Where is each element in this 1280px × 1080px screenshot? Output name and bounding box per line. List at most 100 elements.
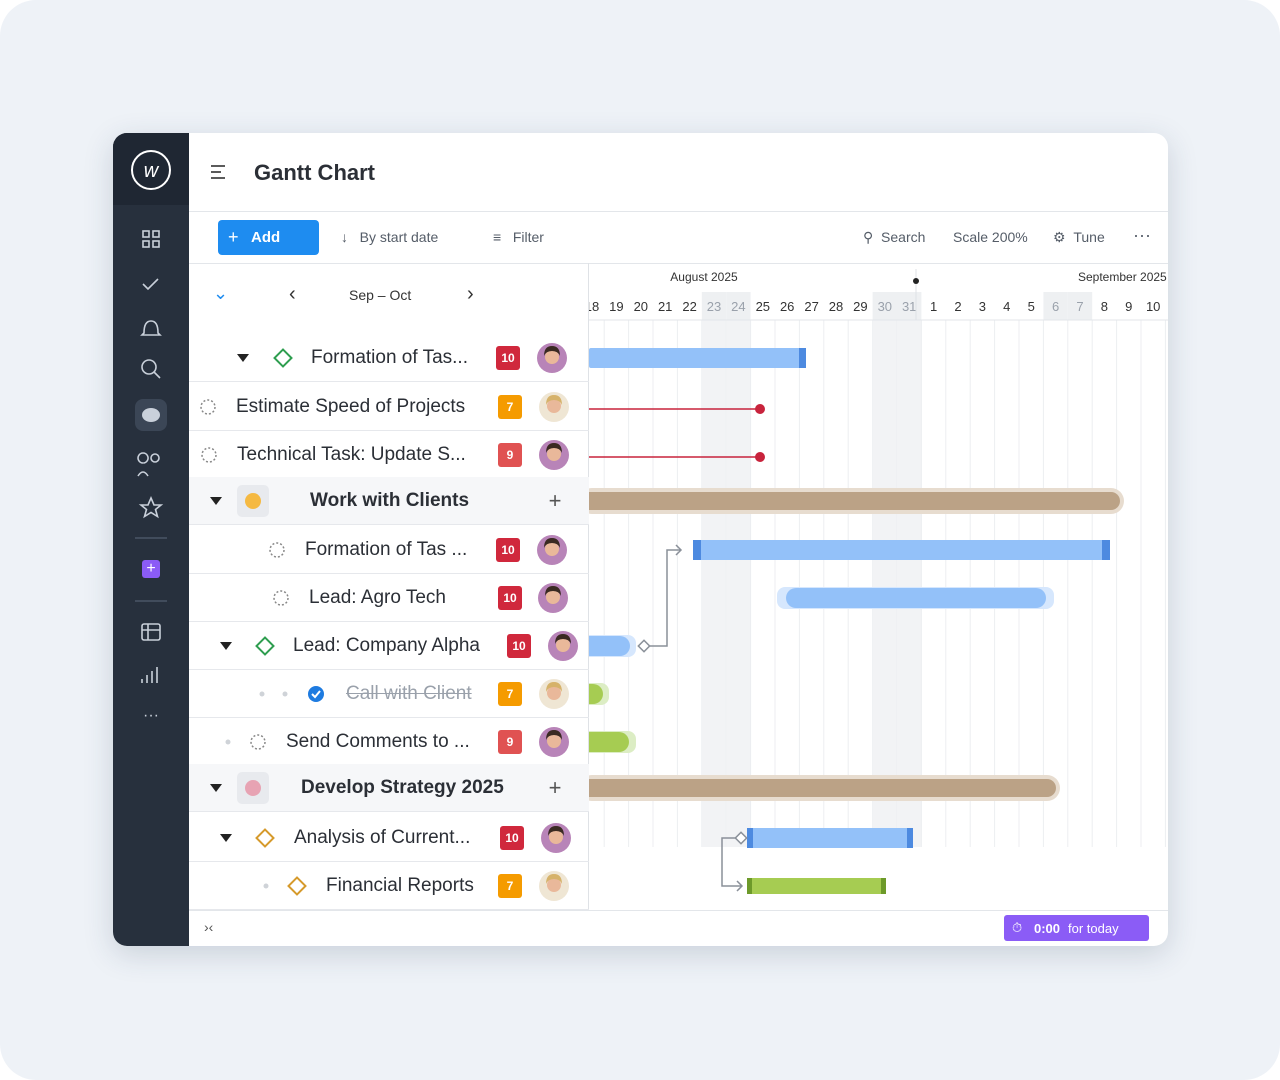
prev-button[interactable]: ‹ [289, 283, 296, 305]
avatar-face [556, 638, 570, 652]
day-label: 22 [682, 299, 696, 314]
task-bar [786, 588, 1046, 608]
avatar-face [549, 830, 563, 844]
search-button[interactable]: ⚲ Search [863, 229, 926, 245]
weekend-column [701, 320, 727, 847]
day-label: 26 [780, 299, 794, 314]
row-icons [273, 583, 568, 613]
dependency [650, 544, 683, 647]
group-icon [245, 780, 261, 796]
check [311, 690, 321, 699]
row-icons [220, 631, 578, 661]
task-bar [589, 636, 630, 656]
task-row[interactable]: + Work with Clients [189, 477, 589, 525]
bar-handle [747, 828, 753, 848]
task-bar [747, 878, 886, 894]
count-badge: 7 [498, 682, 522, 706]
day-label: 31 [902, 299, 916, 314]
row-icons [220, 823, 571, 853]
add-icon: + [549, 775, 562, 800]
task-row[interactable]: Send Comments to ... 9 [189, 718, 589, 766]
task-row[interactable]: Formation of Tas... 10 [189, 334, 589, 382]
milestone [734, 831, 748, 845]
day-label: 7 [1076, 299, 1083, 314]
timer-time: 0:00 [1034, 921, 1061, 936]
day-label: 6 [1052, 299, 1059, 314]
next-button[interactable]: › [467, 283, 474, 305]
avatar-face [545, 350, 559, 364]
row-icons [201, 440, 569, 470]
day-label: 2 [954, 299, 961, 314]
status-icon [273, 590, 289, 606]
task-row[interactable]: Call with Client 7 [189, 670, 589, 718]
weekend-column [726, 320, 751, 847]
weekend-header [1067, 292, 1093, 320]
month-label: August 2025 [670, 270, 738, 284]
avatar-hair [544, 538, 560, 548]
day-label: 4 [1003, 299, 1010, 314]
indent-dot [259, 691, 265, 697]
task-row[interactable]: + Develop Strategy 2025 [189, 764, 589, 812]
row-icons: + [210, 772, 562, 804]
task-name: Analysis of Current... [294, 827, 471, 848]
row-icons [263, 871, 569, 901]
menu-icon[interactable] [207, 161, 229, 183]
timer[interactable]: ⏱ 0:00 for today [1004, 915, 1149, 941]
weekend-header [701, 292, 727, 320]
weekend-header [1043, 292, 1068, 320]
row-icons [269, 535, 567, 565]
task-row[interactable]: Analysis of Current... 10 [189, 814, 589, 862]
sidebar-icons: w + ··· [113, 133, 189, 724]
task-row[interactable]: Technical Task: Update S... 9 [189, 431, 589, 479]
more-button[interactable]: ··· [1133, 225, 1151, 245]
count-badge: 10 [496, 346, 520, 370]
day-label: 9 [1125, 299, 1132, 314]
avatar-hair [546, 730, 562, 740]
group-bar [589, 492, 1120, 510]
bar-handle [907, 828, 913, 848]
weekend-column [872, 320, 897, 847]
row-icons [200, 392, 569, 422]
task-row[interactable]: Financial Reports 7 [189, 862, 589, 910]
divider [189, 211, 1168, 212]
count-badge: 10 [498, 586, 522, 610]
count-badge: 9 [498, 730, 522, 754]
sidebar: w + ··· [113, 133, 189, 946]
indent-dot [225, 739, 231, 745]
avatar-face [545, 542, 559, 556]
day-label: 10 [1146, 299, 1160, 314]
deadline-dot [755, 452, 765, 462]
task-name: Estimate Speed of Projects [236, 396, 466, 417]
today-marker [913, 278, 919, 284]
task-name: Formation of Tas... [311, 347, 468, 368]
day-label: 21 [658, 299, 672, 314]
collapse-all[interactable]: ⌄ [213, 283, 229, 303]
task-name: Work with Clients [310, 490, 470, 511]
task-row[interactable]: Lead: Company Alpha 10 [189, 622, 589, 670]
divider [189, 263, 1168, 264]
collapse-panel[interactable]: ›‹ [204, 919, 214, 935]
task-row[interactable]: Formation of Tas ... 10 [189, 526, 589, 574]
deadline-dot [755, 404, 765, 414]
day-label: 20 [634, 299, 648, 314]
sort-button[interactable]: ↓ By start date [341, 229, 439, 245]
task-row[interactable]: Lead: Agro Tech 10 [189, 574, 589, 622]
scale-button[interactable]: Scale 200% [953, 229, 1028, 245]
tune-button[interactable]: ⚙ Tune [1053, 229, 1105, 245]
status-icon [255, 828, 275, 848]
avatar-hair [546, 682, 562, 692]
count-badge: 9 [498, 443, 522, 467]
task-row[interactable]: Estimate Speed of Projects 7 [189, 383, 589, 431]
svg-text:w: w [144, 160, 160, 182]
status-icon [273, 348, 293, 368]
avatar-hair [544, 346, 560, 356]
task-bar [747, 828, 913, 848]
add-button[interactable]: + Add [218, 220, 319, 255]
avatar-face [547, 447, 561, 461]
status-icon [250, 734, 266, 750]
count-badge: 7 [498, 395, 522, 419]
filter-button[interactable]: ≡ Filter [493, 229, 544, 245]
gantt: 1819202122232425262728293031123456789101… [589, 269, 1168, 894]
weekend-header [872, 292, 897, 320]
task-bar [693, 540, 1110, 560]
